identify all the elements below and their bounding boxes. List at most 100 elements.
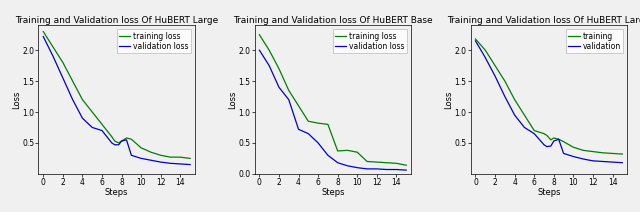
validation loss [138, 157, 145, 160]
validation [550, 140, 557, 142]
training loss [324, 123, 332, 126]
training loss [285, 89, 292, 92]
validation loss [314, 142, 322, 144]
training loss [364, 160, 371, 163]
training loss [166, 156, 174, 158]
validation loss [334, 162, 342, 164]
training loss [118, 140, 125, 142]
training loss [69, 80, 77, 82]
Line: validation loss: validation loss [259, 50, 406, 170]
training loss [266, 49, 273, 52]
Line: training: training [476, 39, 622, 154]
training [543, 134, 551, 137]
validation loss [353, 166, 361, 169]
training [579, 149, 587, 152]
validation loss [115, 144, 122, 146]
validation [599, 160, 607, 163]
validation loss [118, 140, 125, 142]
validation [501, 95, 509, 98]
Title: Training and Validation loss Of HuBERT Base: Training and Validation loss Of HuBERT B… [233, 16, 433, 25]
validation [472, 40, 479, 42]
training [540, 132, 548, 135]
Title: Training and Validation loss Of HuBERT Large: Training and Validation loss Of HuBERT L… [447, 16, 640, 25]
validation loss [69, 98, 77, 101]
training [520, 114, 528, 116]
validation [618, 162, 626, 164]
validation loss [392, 168, 400, 171]
validation loss [49, 55, 57, 58]
training loss [147, 151, 155, 153]
training loss [344, 149, 351, 152]
training loss [314, 122, 322, 124]
validation loss [166, 162, 174, 165]
training loss [334, 150, 342, 152]
validation [589, 160, 596, 162]
validation loss [108, 142, 116, 144]
validation [609, 161, 616, 163]
X-axis label: Steps: Steps [321, 188, 344, 197]
training [492, 64, 499, 67]
validation loss [186, 163, 194, 166]
training loss [111, 140, 118, 142]
validation loss [383, 168, 390, 171]
validation [531, 132, 538, 135]
validation loss [98, 129, 106, 132]
training loss [373, 161, 381, 163]
training [550, 137, 557, 139]
validation loss [147, 159, 155, 162]
training loss [275, 67, 283, 70]
Title: Training and Validation loss Of HuBERT Large: Training and Validation loss Of HuBERT L… [15, 16, 218, 25]
validation [543, 145, 551, 148]
validation loss [364, 168, 371, 170]
validation [547, 145, 555, 147]
training loss [79, 98, 86, 101]
validation [560, 152, 568, 155]
training loss [177, 156, 184, 158]
validation loss [275, 86, 283, 89]
training [609, 152, 616, 155]
validation [579, 158, 587, 160]
training [531, 129, 538, 132]
training loss [305, 120, 312, 123]
validation loss [294, 128, 302, 131]
training loss [98, 123, 106, 126]
validation loss [266, 64, 273, 67]
Legend: training loss, validation loss: training loss, validation loss [116, 29, 191, 53]
training loss [392, 162, 400, 165]
validation loss [324, 154, 332, 156]
training [560, 140, 568, 143]
Line: validation: validation [476, 41, 622, 163]
X-axis label: Steps: Steps [105, 188, 129, 197]
training loss [88, 111, 96, 113]
validation [540, 144, 548, 146]
Legend: training, validation: training, validation [566, 29, 623, 53]
training loss [294, 105, 302, 107]
validation loss [177, 163, 184, 165]
training [501, 80, 509, 82]
training [511, 98, 518, 101]
validation loss [285, 98, 292, 101]
training loss [49, 46, 57, 48]
validation [511, 114, 518, 116]
training loss [255, 33, 263, 36]
Line: validation loss: validation loss [44, 36, 190, 165]
validation loss [79, 117, 86, 120]
validation loss [123, 139, 131, 141]
Y-axis label: Loss: Loss [444, 91, 453, 109]
validation loss [88, 126, 96, 129]
validation loss [255, 49, 263, 52]
Y-axis label: Loss: Loss [228, 91, 237, 109]
training [472, 38, 479, 40]
validation [520, 126, 528, 129]
validation [481, 56, 489, 59]
validation [570, 155, 577, 158]
training loss [59, 61, 67, 64]
validation loss [157, 161, 164, 163]
training loss [138, 147, 145, 149]
training [589, 150, 596, 153]
training [555, 138, 563, 141]
training loss [123, 137, 131, 139]
training loss [383, 162, 390, 164]
Line: training loss: training loss [44, 32, 190, 158]
training loss [403, 164, 410, 166]
